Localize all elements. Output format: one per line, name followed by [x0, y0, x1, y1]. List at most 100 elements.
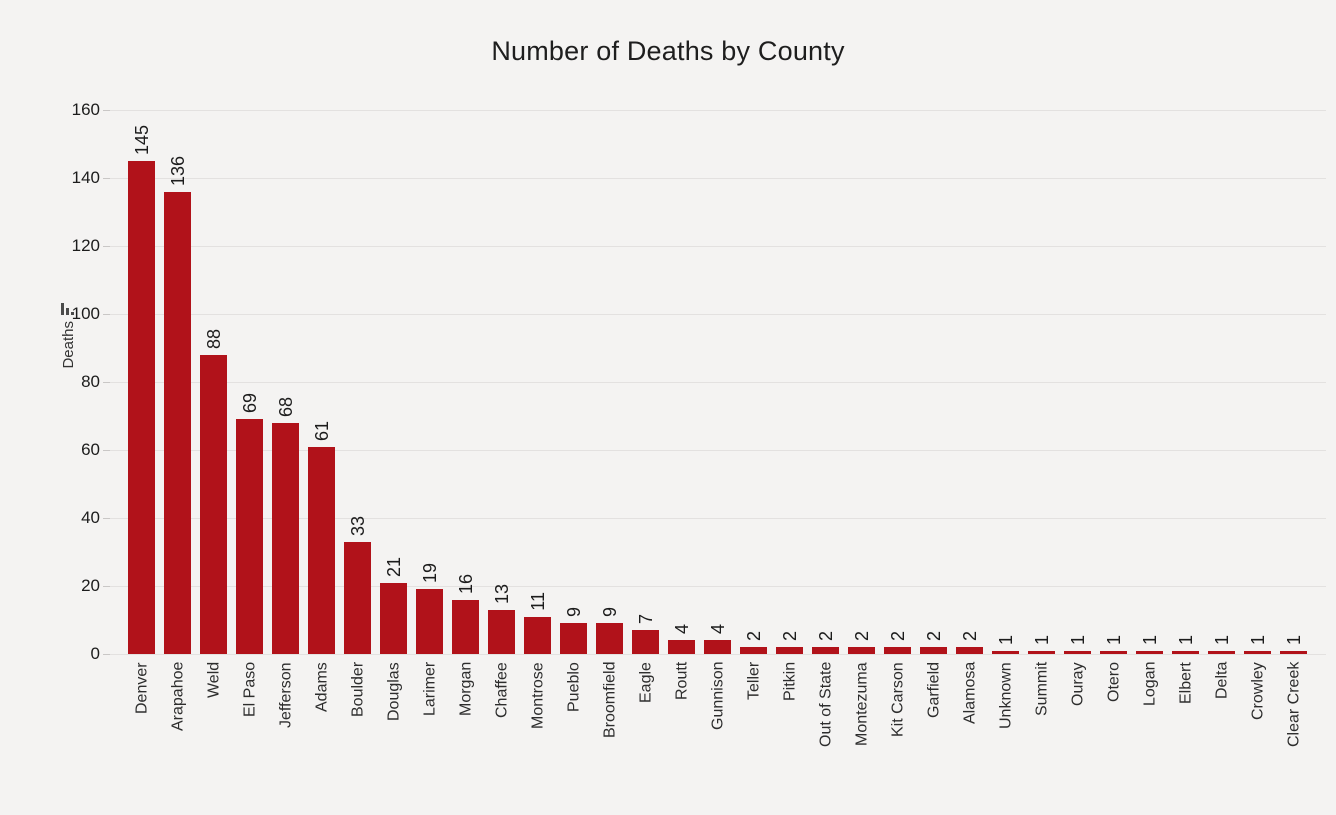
bar-delta[interactable]: [1208, 651, 1235, 654]
bar-column: 19 Larimer: [416, 110, 443, 716]
bar-column: 1 Clear Creek: [1280, 110, 1307, 747]
bar-pitkin[interactable]: [776, 647, 803, 654]
bar-arapahoe[interactable]: [164, 192, 191, 654]
x-category-label: Montezuma: [853, 662, 870, 746]
bar-value-label: 145: [131, 124, 152, 155]
gridline-40: [110, 517, 1326, 519]
bar-column: 2 Kit Carson: [884, 110, 911, 737]
x-category-label: Arapahoe: [169, 662, 186, 732]
bar-teller[interactable]: [740, 647, 767, 654]
bar-garfield[interactable]: [920, 647, 947, 654]
bar-eagle[interactable]: [632, 630, 659, 654]
bar-out-of-state[interactable]: [812, 647, 839, 654]
bar-column: 9 Pueblo: [560, 110, 587, 712]
bar-montrose[interactable]: [524, 617, 551, 654]
bar-value-label: 2: [959, 630, 980, 641]
bar-logan[interactable]: [1136, 651, 1163, 654]
bar-larimer[interactable]: [416, 589, 443, 654]
bar-kit-carson[interactable]: [884, 647, 911, 654]
bar-column: 1 Crowley: [1244, 110, 1271, 720]
y-tick-label-160: 160: [71, 100, 100, 119]
bar-morgan[interactable]: [452, 600, 479, 654]
bar-column: 21 Douglas: [380, 110, 407, 721]
bar-weld[interactable]: [200, 355, 227, 654]
x-category-label: Summit: [1033, 662, 1050, 717]
gridline-0: [110, 653, 1326, 655]
y-tick-label-140: 140: [71, 168, 100, 187]
x-category-label: Chaffee: [493, 662, 510, 718]
bar-column: 1 Summit: [1028, 110, 1055, 716]
bar-column: 88 Weld: [200, 110, 227, 698]
bar-clear-creek[interactable]: [1280, 651, 1307, 654]
bar-column: 11 Montrose: [524, 110, 551, 729]
bar-value-label: 2: [923, 630, 944, 641]
bar-value-label: 136: [167, 155, 188, 186]
x-category-label: Broomfield: [601, 662, 618, 739]
x-category-label: Jefferson: [277, 662, 294, 728]
bar-broomfield[interactable]: [596, 623, 623, 654]
sort-descending-bars-icon[interactable]: [60, 302, 76, 316]
bar-column: 61 Adams: [308, 110, 335, 712]
bar-unknown[interactable]: [992, 651, 1019, 654]
bar-value-label: 88: [203, 328, 224, 349]
bar-chaffee[interactable]: [488, 610, 515, 654]
bar-value-label: 4: [707, 623, 728, 634]
y-tick-label-80: 80: [81, 372, 100, 391]
bar-summit[interactable]: [1028, 651, 1055, 654]
x-category-label: Gunnison: [709, 662, 726, 731]
bar-column: 145 Denver: [128, 110, 155, 714]
bar-ouray[interactable]: [1064, 651, 1091, 654]
bar-column: 2 Pitkin: [776, 110, 803, 701]
bar-column: 2 Teller: [740, 110, 767, 700]
y-tick-label-120: 120: [71, 236, 100, 255]
x-category-label: Pueblo: [565, 662, 582, 712]
bar-value-label: 21: [383, 556, 404, 577]
bar-crowley[interactable]: [1244, 651, 1271, 654]
bar-el-paso[interactable]: [236, 419, 263, 654]
bar-column: 1 Unknown: [992, 110, 1019, 729]
x-category-label: Montrose: [529, 662, 546, 729]
y-tick-mark-40: [103, 517, 110, 519]
bar-value-label: 2: [851, 630, 872, 641]
bar-column: 13 Chaffee: [488, 110, 515, 718]
x-category-label: Delta: [1213, 662, 1230, 700]
y-tick-label-20: 20: [81, 576, 100, 595]
bar-douglas[interactable]: [380, 583, 407, 654]
y-tick-label-0: 0: [90, 644, 100, 663]
bar-alamosa[interactable]: [956, 647, 983, 654]
bar-column: 9 Broomfield: [596, 110, 623, 738]
bar-otero[interactable]: [1100, 651, 1127, 654]
gridline-20: [110, 585, 1326, 587]
x-category-label: Pitkin: [781, 662, 798, 702]
bar-denver[interactable]: [128, 161, 155, 654]
bar-column: 1 Otero: [1100, 110, 1127, 702]
x-category-label: Weld: [205, 662, 222, 699]
bar-column: 1 Elbert: [1172, 110, 1199, 704]
bar-boulder[interactable]: [344, 542, 371, 654]
bar-column: 136 Arapahoe: [164, 110, 191, 731]
x-category-label: Boulder: [349, 662, 366, 718]
bar-value-label: 19: [419, 562, 440, 583]
bar-elbert[interactable]: [1172, 651, 1199, 654]
bar-montezuma[interactable]: [848, 647, 875, 654]
bar-column: 1 Delta: [1208, 110, 1235, 699]
bar-value-label: 11: [527, 592, 548, 611]
x-category-label: Morgan: [457, 662, 474, 717]
bar-gunnison[interactable]: [704, 640, 731, 654]
x-category-label: Alamosa: [961, 662, 978, 725]
chart-title: Number of Deaths by County: [491, 36, 845, 66]
bar-pueblo[interactable]: [560, 623, 587, 654]
gridline-140: [110, 177, 1326, 179]
x-category-label: Denver: [133, 662, 150, 714]
bar-jefferson[interactable]: [272, 423, 299, 654]
x-category-label: Ouray: [1069, 662, 1086, 706]
bar-value-label: 61: [311, 420, 332, 441]
bar-value-label: 68: [275, 396, 296, 417]
bar-adams[interactable]: [308, 447, 335, 654]
bar-column: 7 Eagle: [632, 110, 659, 703]
gridline-100: [110, 313, 1326, 315]
x-category-label: Garfield: [925, 662, 942, 719]
y-tick-mark-140: [103, 177, 110, 179]
bar-routt[interactable]: [668, 640, 695, 654]
bar-value-label: 1: [1031, 634, 1052, 645]
